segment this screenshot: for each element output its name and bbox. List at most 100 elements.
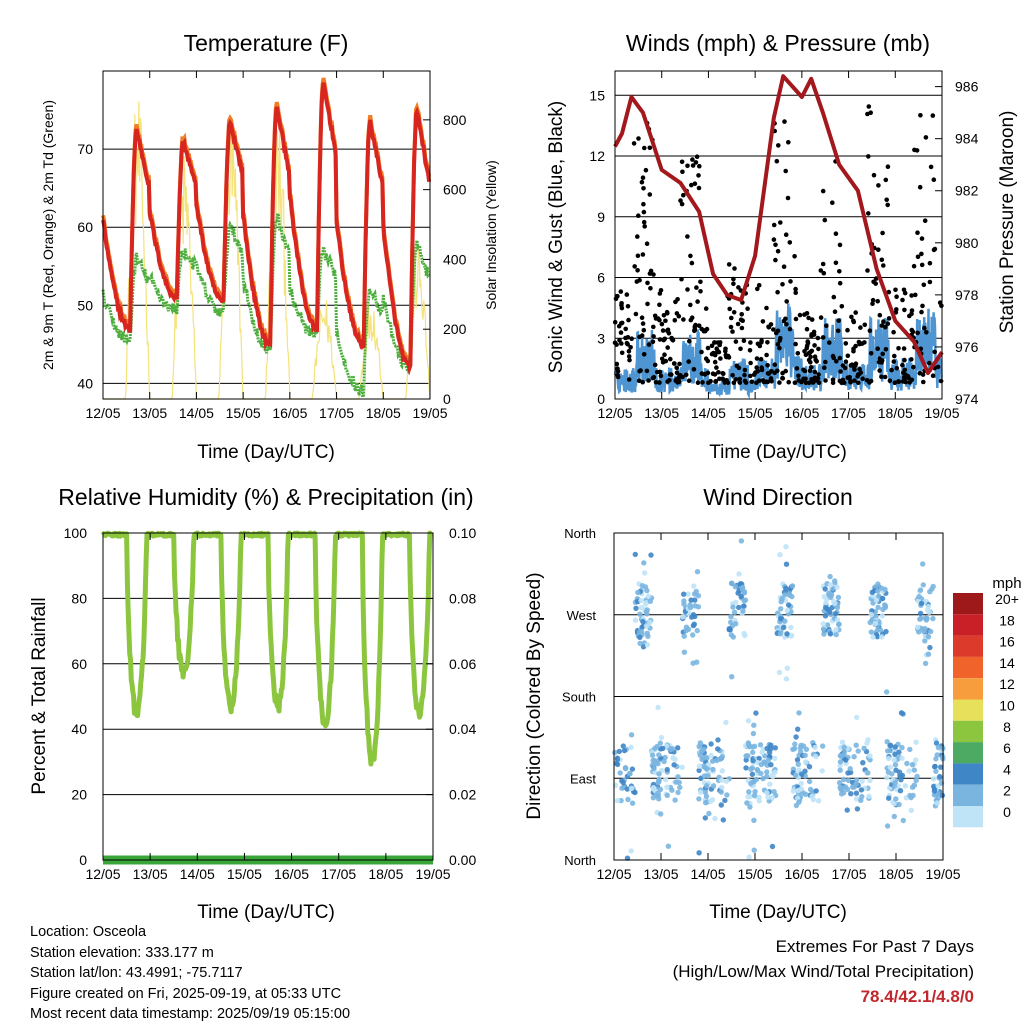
direction-point (764, 790, 770, 796)
direction-point (802, 752, 808, 758)
legend-label: 12 (999, 676, 1015, 692)
y2-tick-label: 980 (955, 235, 979, 251)
direction-point (740, 608, 746, 614)
direction-point (902, 783, 909, 789)
gust-point (687, 338, 692, 344)
gust-point (624, 292, 630, 297)
gust-point (920, 372, 926, 377)
figure-created: Figure created on Fri, 2025-09-19, at 05… (30, 985, 342, 1002)
gust-point (919, 251, 924, 257)
direction-point (751, 743, 758, 749)
direction-point (683, 624, 690, 630)
direction-point (642, 570, 648, 576)
gust-point (883, 177, 889, 183)
gust-point (731, 310, 737, 315)
direction-point (679, 764, 685, 770)
gust-point (739, 325, 745, 331)
gust-point (816, 372, 821, 377)
gust-point (738, 346, 743, 352)
direction-point (922, 660, 929, 667)
direction-point (827, 582, 834, 588)
gust-point (841, 380, 847, 386)
extremes-values: 78.4/42.1/4.8/0 (860, 987, 974, 1006)
gust-point (659, 356, 665, 362)
gust-point (852, 367, 857, 372)
gust-point (804, 343, 810, 349)
gust-point (795, 351, 801, 356)
direction-point (891, 813, 897, 820)
direction-point (751, 817, 757, 823)
direction-point (832, 578, 838, 584)
gust-point (720, 371, 725, 376)
direction-point (723, 719, 729, 726)
direction-point (719, 753, 726, 760)
gust-point (902, 307, 907, 313)
gust-point (902, 357, 907, 363)
direction-point (685, 591, 691, 597)
gust-point (777, 345, 782, 351)
gust-point (867, 328, 873, 334)
direction-point (675, 774, 681, 780)
gust-point (636, 378, 642, 384)
direction-point (655, 704, 661, 711)
direction-point (647, 598, 653, 604)
gust-point (618, 289, 624, 294)
humidity-plot-area (100, 530, 434, 865)
gust-point (685, 234, 690, 239)
gust-point (822, 365, 827, 371)
gust-point (923, 135, 929, 140)
y-tick-label: South (562, 690, 596, 705)
direction-point (824, 622, 831, 628)
gust-point (866, 211, 871, 216)
direction-point (777, 631, 783, 637)
direction-point (887, 742, 894, 748)
y-tick-label: North (564, 526, 596, 541)
direction-point (932, 763, 938, 770)
gust-point (924, 330, 929, 335)
gust-point (739, 312, 744, 317)
direction-point (836, 780, 843, 786)
gust-point (793, 286, 798, 292)
y2-tick-label: 0.10 (449, 525, 476, 541)
gust-point (696, 173, 701, 178)
direction-point (789, 583, 796, 589)
gust-point (851, 319, 857, 325)
direction-point (724, 792, 730, 798)
direction-point (844, 786, 851, 792)
direction-point (826, 590, 832, 596)
direction-point (671, 762, 677, 768)
gust-point (692, 181, 698, 186)
gust-point (901, 370, 906, 376)
direction-point (767, 781, 773, 787)
legend-swatch (953, 593, 983, 615)
legend-label: 18 (999, 612, 1015, 628)
direction-point (917, 587, 924, 593)
direction-point (660, 745, 666, 752)
wind-direction-plot-area (612, 538, 946, 861)
x-tick-label: 18/05 (366, 405, 401, 421)
wind-direction-frame (613, 532, 944, 861)
x-tick-label: 18/05 (368, 866, 403, 882)
direction-point (706, 810, 712, 817)
direction-point (644, 607, 650, 613)
gust-point (847, 375, 852, 380)
y-tick-label: 50 (77, 297, 93, 313)
legend-swatch (953, 699, 983, 721)
direction-point (696, 796, 702, 802)
gust-point (712, 340, 717, 345)
legend-swatch (953, 806, 983, 828)
direction-point (911, 767, 917, 773)
direction-point (680, 614, 686, 620)
gust-point (886, 289, 892, 295)
y2-tick-label: 200 (443, 321, 467, 337)
direction-point (624, 786, 630, 792)
direction-point (672, 756, 678, 762)
direction-point (858, 797, 864, 803)
y2-tick-label: 982 (955, 183, 979, 199)
gust-point (879, 257, 885, 263)
legend-swatch (953, 678, 983, 700)
direction-point (820, 621, 826, 627)
direction-point (870, 634, 876, 640)
direction-point (655, 790, 661, 796)
direction-point (731, 609, 738, 615)
